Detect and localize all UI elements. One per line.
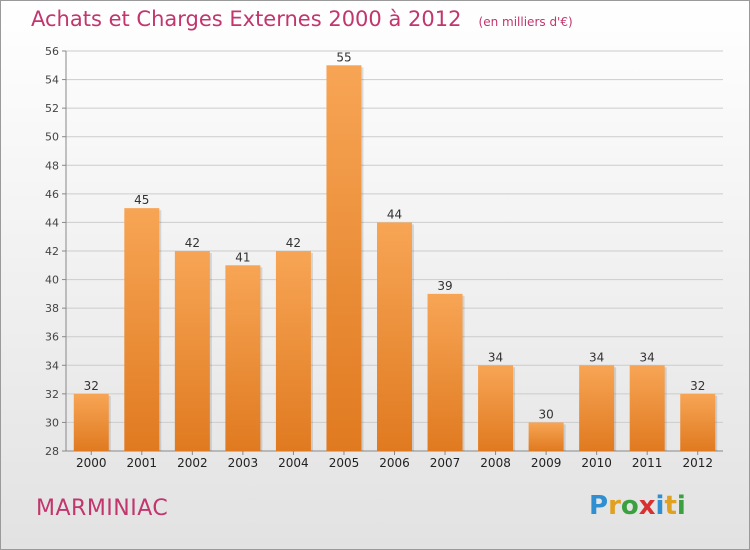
value-label: 30 (538, 407, 553, 421)
x-tick-label: 2005 (329, 456, 360, 470)
bar-2001[interactable] (124, 208, 160, 451)
title-row: Achats et Charges Externes 2000 à 2012 (… (31, 7, 573, 31)
bar-2012[interactable] (680, 393, 716, 451)
y-tick-label: 36 (45, 331, 59, 344)
y-tick-label: 56 (45, 45, 59, 58)
value-label: 34 (589, 350, 604, 364)
bar-2009[interactable] (528, 422, 564, 451)
value-label: 55 (336, 50, 351, 64)
bar-2011[interactable] (629, 365, 665, 451)
y-tick-label: 34 (45, 359, 59, 372)
value-label: 41 (235, 250, 250, 264)
brand-logo[interactable]: Proxiti (589, 491, 686, 521)
value-label: 42 (185, 236, 200, 250)
bar-2007[interactable] (427, 293, 463, 451)
x-tick-label: 2007 (430, 456, 461, 470)
x-tick-label: 2012 (682, 456, 713, 470)
brand-letter: r (608, 491, 621, 521)
y-tick-label: 52 (45, 102, 59, 115)
x-tick-label: 2011 (632, 456, 663, 470)
x-tick-label: 2009 (531, 456, 562, 470)
bar-2008[interactable] (478, 365, 514, 451)
x-tick-label: 2008 (480, 456, 511, 470)
bar-layer (73, 65, 718, 452)
label-layer: 32 2000 45 2001 42 2002 41 2003 42 2004 55 2005 44 20… (76, 50, 713, 470)
brand-letter: t (664, 491, 677, 521)
value-label: 32 (84, 379, 99, 393)
x-tick-label: 2000 (76, 456, 107, 470)
value-label: 32 (690, 379, 705, 393)
bar-2010[interactable] (579, 365, 615, 451)
brand-letter: P (589, 491, 609, 521)
x-tick-label: 2004 (278, 456, 309, 470)
y-tick-label: 44 (45, 216, 59, 229)
y-tick-label: 38 (45, 302, 59, 315)
value-label: 44 (387, 207, 402, 221)
value-label: 34 (488, 350, 503, 364)
brand-letter: i (676, 491, 686, 521)
y-tick-label: 54 (45, 74, 59, 87)
y-tick-label: 48 (45, 159, 59, 172)
y-tick-label: 28 (45, 445, 59, 458)
bar-2005[interactable] (326, 65, 362, 452)
brand-letter: i (655, 491, 665, 521)
brand-letter: x (638, 491, 656, 521)
bar-2004[interactable] (275, 251, 311, 451)
x-tick-label: 2003 (228, 456, 259, 470)
y-tick-label: 30 (45, 416, 59, 429)
x-tick-label: 2010 (581, 456, 612, 470)
value-label: 34 (640, 350, 655, 364)
y-tick-label: 40 (45, 274, 59, 287)
value-label: 39 (437, 279, 452, 293)
bar-2003[interactable] (225, 265, 261, 451)
unit-label: (en milliers d'€) (478, 15, 573, 29)
bar-2002[interactable] (174, 251, 210, 451)
y-tick-label: 32 (45, 388, 59, 401)
x-tick-label: 2002 (177, 456, 208, 470)
y-tick-label: 50 (45, 131, 59, 144)
x-tick-label: 2006 (379, 456, 410, 470)
value-label: 45 (134, 193, 149, 207)
commune-name: MARMINIAC (36, 496, 169, 521)
x-tick-label: 2001 (127, 456, 158, 470)
brand-letter: o (620, 491, 639, 521)
value-label: 42 (286, 236, 301, 250)
chart-title: Achats et Charges Externes 2000 à 2012 (31, 7, 462, 31)
bar-2000[interactable] (73, 393, 109, 451)
bar-2006[interactable] (377, 222, 412, 451)
y-tick-label: 42 (45, 245, 59, 258)
y-tick-label: 46 (45, 188, 59, 201)
